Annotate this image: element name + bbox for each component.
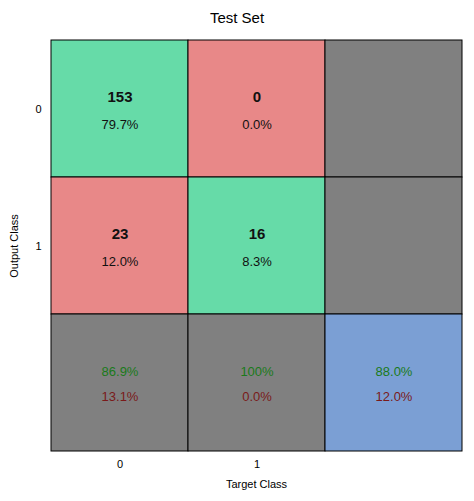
svg-text:13.1%13.1: 13.1%13.1 bbox=[102, 389, 139, 404]
svg-text:1: 1 bbox=[254, 458, 260, 470]
svg-text:2312: 2312 bbox=[112, 225, 129, 242]
svg-text:86.9%86.9: 86.9%86.9 bbox=[102, 364, 139, 379]
svg-text:100%100: 100%100 bbox=[240, 364, 274, 379]
svg-text:168.3: 168.3 bbox=[249, 225, 266, 242]
svg-text:12.0%12: 12.0%12 bbox=[102, 254, 139, 269]
svg-text:Output Class: Output Class bbox=[8, 214, 20, 278]
svg-text:00: 00 bbox=[253, 88, 261, 105]
svg-text:12.0%12: 12.0%12 bbox=[376, 389, 413, 404]
svg-text:Target Class: Target Class bbox=[226, 478, 288, 490]
svg-text:88.0%88: 88.0%88 bbox=[376, 364, 413, 379]
svg-text:15379.7: 15379.7 bbox=[107, 88, 132, 105]
svg-text:0: 0 bbox=[35, 103, 41, 115]
svg-text:0.0%0: 0.0%0 bbox=[242, 117, 272, 132]
svg-text:79.7%79.7: 79.7%79.7 bbox=[102, 117, 139, 132]
svg-text:0: 0 bbox=[117, 458, 123, 470]
svg-text:0.0%0: 0.0%0 bbox=[242, 389, 272, 404]
svg-text:8.3%8.3: 8.3%8.3 bbox=[242, 254, 272, 269]
html-text:Test Set: Test Set bbox=[209, 9, 265, 26]
svg-text:1: 1 bbox=[35, 240, 41, 252]
